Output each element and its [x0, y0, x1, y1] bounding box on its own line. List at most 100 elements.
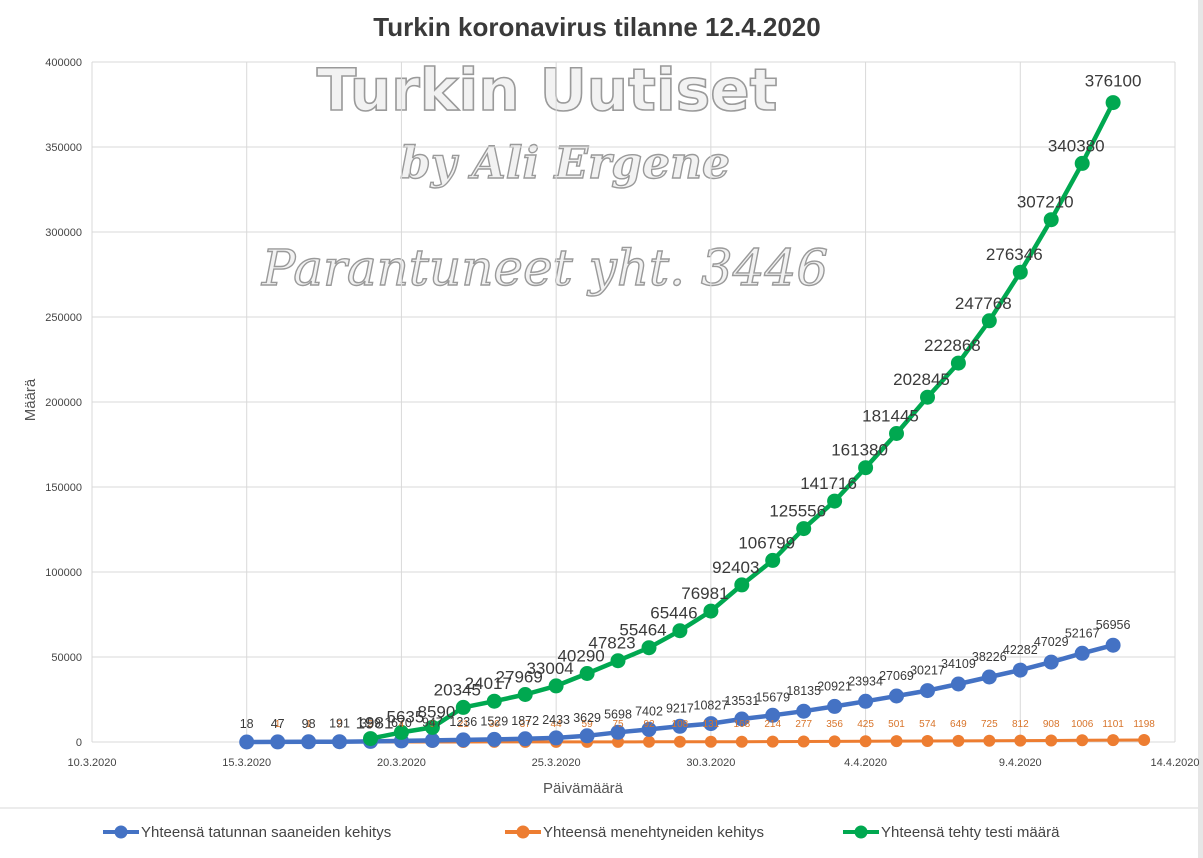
data-label: 356	[826, 719, 843, 730]
data-point	[486, 731, 502, 747]
data-point	[610, 653, 626, 669]
data-labels-layer: 1 1 2 3 4 9 21 30 37 44 59 75 92 108 131 168 214 277 356 42…	[240, 72, 1156, 733]
data-point	[1043, 654, 1059, 670]
data-label: 2433	[542, 713, 570, 727]
data-label: 222868	[924, 336, 981, 355]
data-point	[766, 735, 779, 748]
data-point	[827, 698, 843, 714]
data-label: 5698	[604, 707, 632, 721]
data-label: 214	[764, 719, 781, 730]
data-point	[828, 735, 841, 748]
data-point	[734, 711, 750, 727]
legend-swatch-marker	[516, 825, 530, 839]
legend-label: Yhteensä tatunnan saaneiden kehitys	[141, 824, 391, 841]
data-point	[517, 731, 533, 747]
x-axis-label: Päivämäärä	[543, 780, 624, 797]
data-label: 191	[329, 717, 350, 731]
data-label: 181445	[862, 407, 919, 426]
data-label: 1	[306, 719, 312, 730]
data-label: 92	[643, 719, 655, 730]
data-label: 40290	[557, 647, 604, 666]
y-axis-label: Määrä	[22, 378, 39, 421]
data-label: 908	[1043, 719, 1060, 730]
x-axis: 10.3.2020 15.3.2020 20.3.2020 25.3.2020 30.3…	[68, 757, 1200, 769]
data-label: 18135	[786, 684, 821, 698]
data-label: 20345	[434, 680, 481, 699]
data-point	[983, 734, 996, 747]
data-point	[950, 676, 966, 692]
data-label: 59	[582, 719, 594, 730]
data-label: 106799	[738, 533, 795, 552]
data-label: 34109	[941, 657, 976, 671]
data-point	[363, 731, 378, 747]
data-point	[1043, 212, 1059, 228]
data-point	[1045, 734, 1058, 747]
data-label: 98	[302, 717, 316, 731]
data-label: 76981	[681, 584, 728, 603]
data-label: 1872	[511, 714, 539, 728]
data-label: 5635	[386, 707, 424, 726]
data-point	[765, 707, 781, 723]
data-label: 13531	[724, 694, 759, 708]
data-point	[858, 460, 874, 476]
right-edge-strip	[1198, 0, 1203, 858]
data-point	[952, 734, 965, 747]
data-label: 47029	[1034, 635, 1069, 649]
data-label: 277	[795, 719, 812, 730]
data-label: 37	[520, 719, 532, 730]
data-point	[672, 623, 688, 639]
y-tick-label: 0	[76, 737, 82, 749]
watermark-line-2: by Ali Ergene	[400, 138, 730, 189]
y-axis: 0 50000 100000 150000 200000 250000 300000 3500…	[45, 57, 82, 749]
data-point	[301, 734, 317, 750]
data-label: 44	[551, 719, 563, 730]
data-label: 42282	[1003, 643, 1038, 657]
data-point	[1012, 264, 1028, 280]
data-label: 30	[489, 719, 501, 730]
series-layer	[239, 95, 1151, 750]
data-point	[734, 577, 750, 593]
watermark-line-1: Turkin Uutiset	[317, 56, 778, 124]
data-label: 8590	[417, 702, 455, 721]
data-label: 9217	[666, 701, 694, 715]
data-label: 131	[703, 719, 720, 730]
data-point	[1012, 662, 1028, 678]
data-label: 3	[368, 719, 374, 730]
data-label: 725	[981, 719, 998, 730]
data-label: 108	[672, 719, 689, 730]
x-tick-label: 4.4.2020	[844, 757, 887, 769]
data-label: 65446	[650, 604, 697, 623]
data-label: 161380	[831, 441, 888, 460]
data-point	[1105, 95, 1121, 111]
data-label: 812	[1012, 719, 1029, 730]
data-point	[673, 735, 686, 748]
data-point	[703, 716, 719, 732]
data-point	[858, 693, 874, 709]
data-label: 47	[271, 717, 285, 731]
data-label: 20921	[817, 679, 852, 693]
data-label: 574	[919, 719, 936, 730]
data-point	[1076, 734, 1089, 747]
data-point	[455, 732, 471, 748]
legend-label: Yhteensä tehty testi määrä	[881, 824, 1060, 841]
data-point	[1014, 734, 1027, 747]
y-tick-label: 250000	[45, 312, 82, 324]
data-label: 3629	[573, 711, 601, 725]
data-label: 24017	[465, 674, 512, 693]
data-label: 2	[337, 719, 343, 730]
data-label: 55464	[619, 621, 666, 640]
x-tick-label: 15.3.2020	[222, 757, 271, 769]
data-label: 10827	[694, 699, 729, 713]
data-point	[239, 734, 255, 750]
data-point	[765, 552, 781, 568]
data-label: 56956	[1096, 618, 1131, 632]
data-label: 7402	[635, 704, 663, 718]
data-label: 21	[458, 719, 470, 730]
data-point	[455, 699, 471, 715]
data-point	[424, 719, 440, 735]
x-tick-label: 10.3.2020	[68, 757, 117, 769]
data-point	[735, 735, 748, 748]
data-label: 27069	[879, 669, 914, 683]
data-label: 27969	[496, 668, 543, 687]
